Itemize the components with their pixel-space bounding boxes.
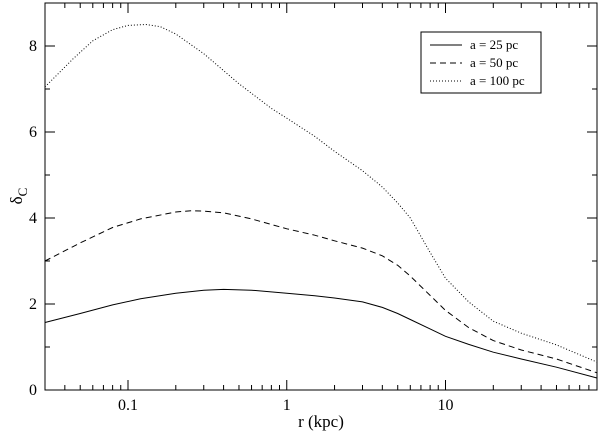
x-tick-label: 1 xyxy=(283,397,291,414)
axis-ticks xyxy=(44,3,598,391)
y-tick-label: 0 xyxy=(29,382,37,399)
series-line-2 xyxy=(44,23,598,363)
legend-label-2: a = 100 pc xyxy=(470,73,525,88)
y-axis-label-sub: C xyxy=(15,188,30,197)
series-lines xyxy=(44,23,598,379)
svg-text:δC: δC xyxy=(7,188,30,205)
y-axis-label: δC xyxy=(7,188,30,205)
legend-label-0: a = 25 pc xyxy=(470,37,518,52)
legend-label-1: a = 50 pc xyxy=(470,55,518,70)
x-tick-label: 0.1 xyxy=(118,397,138,414)
y-tick-label: 2 xyxy=(29,296,37,313)
legend: a = 25 pc a = 50 pc a = 100 pc xyxy=(420,31,542,94)
series-line-1 xyxy=(44,210,598,374)
plot-frame xyxy=(44,2,598,391)
y-tick-label: 4 xyxy=(29,210,37,227)
x-tick-label: 10 xyxy=(438,397,454,414)
y-tick-label: 8 xyxy=(29,38,37,55)
y-tick-label: 6 xyxy=(29,124,37,141)
series-line-0 xyxy=(44,288,598,379)
x-axis-label: r (kpc) xyxy=(298,412,344,431)
axis-tick-labels: 0.1 1 10 0 2 4 6 8 xyxy=(29,38,454,414)
y-axis-label-main: δ xyxy=(7,196,26,204)
